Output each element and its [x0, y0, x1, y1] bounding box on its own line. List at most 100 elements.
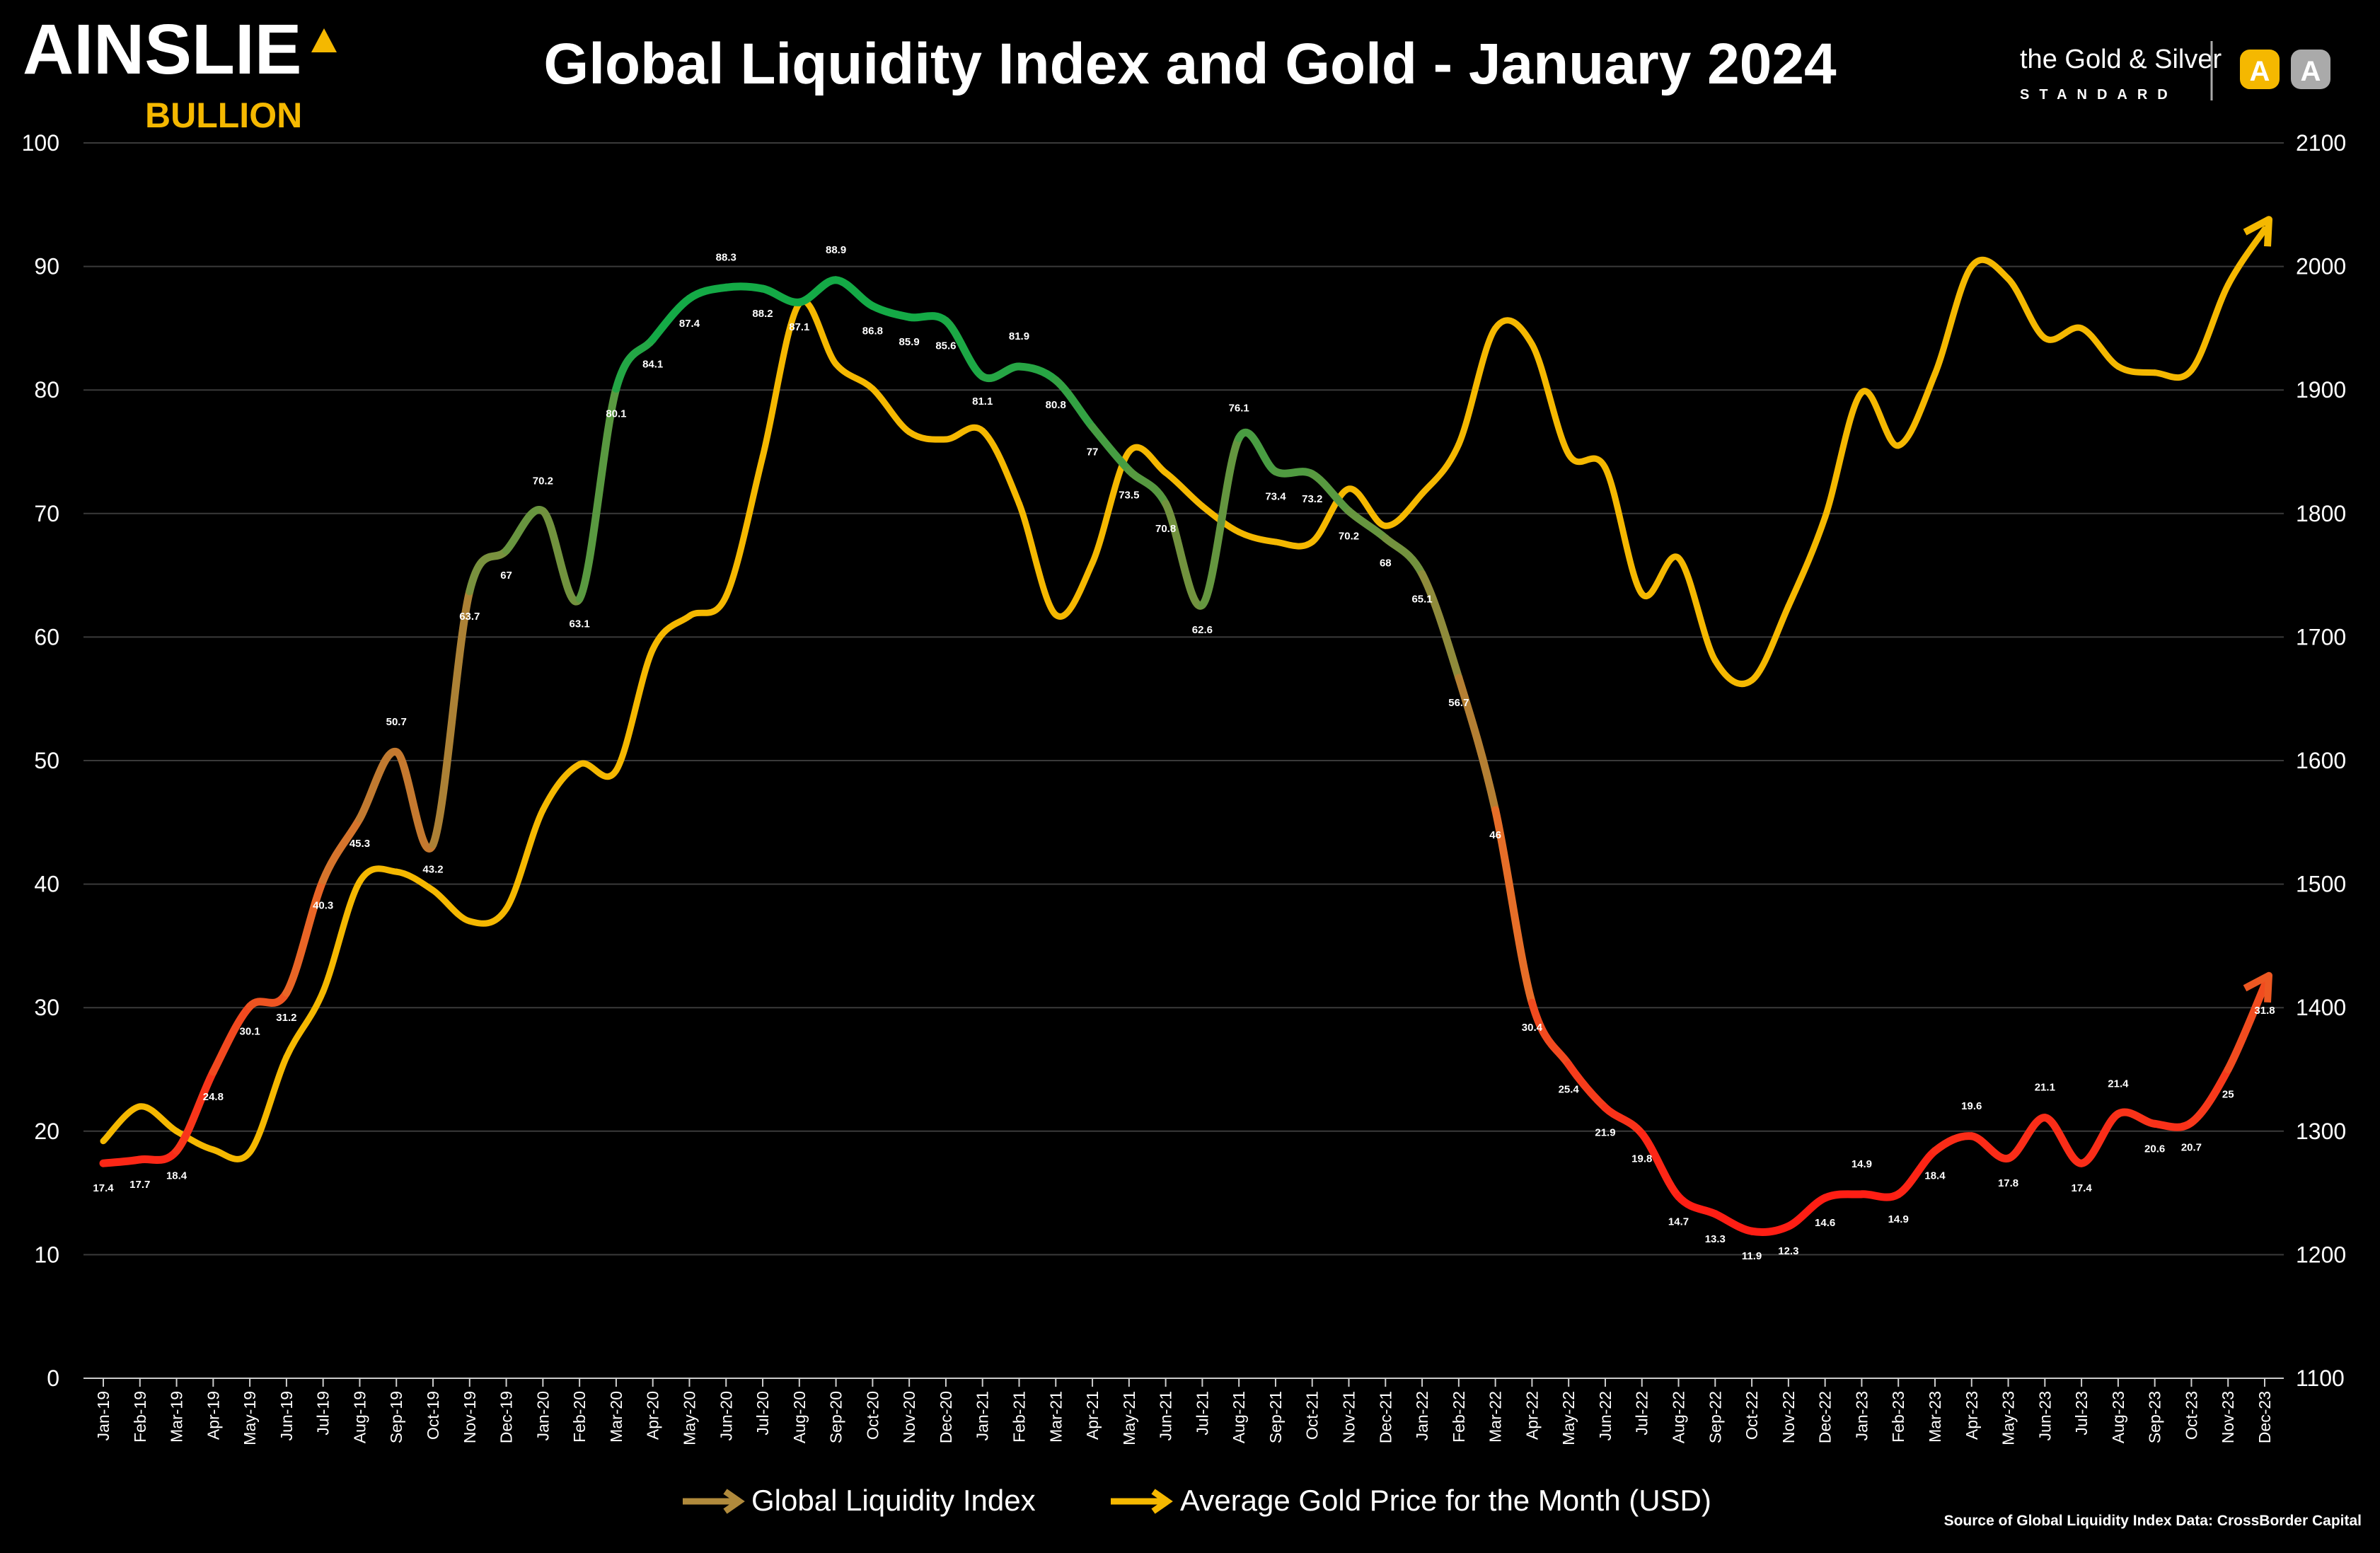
gold-price-line-segment — [1822, 389, 1865, 521]
gold-price-line-segment — [576, 760, 620, 780]
x-tick-label: Aug-19 — [350, 1391, 369, 1443]
y-left-tick-label: 30 — [34, 995, 59, 1020]
x-tick-label: Mar-22 — [1486, 1391, 1505, 1443]
x-tick-label: Apr-21 — [1083, 1391, 1102, 1440]
x-tick-label: Nov-23 — [2219, 1391, 2237, 1443]
gli-data-label: 88.9 — [826, 244, 846, 256]
gli-data-label: 81.9 — [1009, 330, 1029, 342]
gli-line-segment — [795, 276, 840, 306]
gli-data-label: 21.9 — [1595, 1127, 1615, 1139]
partner-line1: the Gold & Silver — [2020, 45, 2222, 74]
gli-data-label: 30.1 — [240, 1025, 260, 1037]
gold-price-line-segment — [1089, 449, 1133, 567]
y-right-tick-label: 1200 — [2296, 1242, 2346, 1267]
gold-price-line-segment — [246, 1053, 290, 1155]
ainslie-logo: AINSLIE BULLION — [23, 10, 337, 135]
gli-line-segment — [942, 316, 987, 381]
legend: Global Liquidity Index Average Gold Pric… — [683, 1484, 1711, 1517]
gli-line-segment — [1235, 428, 1280, 475]
gli-line-segment — [245, 988, 291, 1010]
x-tick-label: Dec-23 — [2255, 1391, 2274, 1443]
x-tick-label: Jun-20 — [717, 1391, 735, 1441]
gold-price-line-segment — [759, 300, 803, 460]
y-right-tick-label: 2100 — [2296, 130, 2346, 156]
x-tick-label: Mar-23 — [1926, 1391, 1944, 1443]
gli-data-label: 45.3 — [350, 838, 370, 850]
gli-data-label: 68 — [1380, 558, 1392, 570]
gli-data-label: 73.2 — [1302, 493, 1322, 505]
gli-line-segment — [1931, 1132, 1976, 1155]
x-tick-label: Dec-21 — [1376, 1391, 1394, 1443]
gli-data-label: 86.8 — [862, 325, 883, 337]
x-tick-label: Apr-19 — [204, 1391, 222, 1440]
gli-data-label: 25 — [2222, 1089, 2234, 1101]
gold-au-icon — [2240, 50, 2280, 89]
gold-price-line-segment — [1931, 263, 1975, 378]
gli-line-segment — [2040, 1114, 2086, 1167]
x-tick-label: Jun-23 — [2035, 1391, 2054, 1441]
gli-data-label: 62.6 — [1192, 624, 1213, 636]
gli-line-segment — [1638, 1129, 1683, 1201]
gli-data-label: 21.4 — [2108, 1078, 2129, 1090]
x-tick-label: Jun-21 — [1157, 1391, 1175, 1441]
gli-line-segment — [1821, 1190, 1866, 1202]
gli-line-segment — [1857, 1190, 1902, 1201]
gli-data-label: 77 — [1087, 446, 1099, 458]
gold-price-line-segment — [2115, 363, 2159, 376]
gold-price-line-segment — [979, 427, 1022, 507]
y-left-tick-label: 80 — [34, 377, 59, 403]
gli-data-label: 31.8 — [2254, 1005, 2275, 1017]
gold-price-line-segment — [1419, 441, 1462, 497]
y-left-tick-label: 60 — [34, 624, 59, 650]
legend-gli: Global Liquidity Index — [751, 1484, 1036, 1517]
y-left-tick-label: 40 — [34, 872, 59, 897]
x-tick-label: Oct-23 — [2182, 1391, 2200, 1440]
gli-line-segment — [1564, 1061, 1610, 1112]
x-tick-label: Jan-22 — [1413, 1391, 1431, 1441]
gli-line-segment — [905, 312, 950, 325]
x-tick-label: Feb-23 — [1889, 1391, 1907, 1443]
gli-data-label: 76.1 — [1229, 402, 1249, 414]
gold-price-line-segment — [1785, 514, 1829, 610]
y-right-tick-label: 1500 — [2296, 872, 2346, 897]
gli-data-label: 17.8 — [1998, 1177, 2018, 1189]
gli-line-segment — [1271, 467, 1317, 478]
y-left-tick-label: 20 — [34, 1119, 59, 1144]
gli-line-segment — [2224, 981, 2269, 1073]
gli-data-label: 70.2 — [533, 475, 553, 487]
gold-price-line-segment — [1492, 317, 1535, 348]
gli-line-segment — [1491, 806, 1536, 1007]
gli-line-segment — [868, 301, 913, 321]
x-tick-label: Dec-20 — [937, 1391, 955, 1443]
y-left-tick-label: 50 — [34, 748, 59, 773]
gli-data-label: 87.1 — [789, 321, 809, 333]
gli-line-segment — [685, 283, 730, 303]
gli-line-segment — [173, 1068, 217, 1155]
gli-line-segment — [1381, 534, 1426, 578]
gold-arrow-head-icon — [2243, 216, 2272, 247]
x-tick-label: May-23 — [1999, 1391, 2018, 1445]
gli-line-segment — [2114, 1108, 2159, 1128]
gli-data-label: 14.9 — [1852, 1158, 1872, 1170]
gli-line-segment — [1968, 1132, 2013, 1162]
silver-ag-icon — [2291, 50, 2330, 89]
gold-price-line-segment — [1675, 555, 1718, 664]
x-tick-label: Jan-21 — [974, 1391, 992, 1441]
gli-line-segment — [136, 1147, 181, 1164]
x-tick-label: Jul-23 — [2072, 1391, 2091, 1436]
gold-price-line-segment — [1895, 371, 1939, 449]
gli-data-label: 88.2 — [752, 308, 773, 320]
gold-price-line-segment — [1052, 560, 1096, 620]
x-tick-label: Nov-20 — [900, 1391, 918, 1443]
x-tick-label: Jul-21 — [1193, 1391, 1211, 1436]
brand-main: AINSLIE — [23, 10, 301, 89]
brand-sub: BULLION — [145, 96, 302, 135]
gold-price-line-segment — [429, 887, 473, 925]
gold-price-line-segment — [1711, 657, 1755, 687]
x-tick-label: Oct-22 — [1743, 1391, 1761, 1440]
gli-line-segment — [2187, 1066, 2232, 1127]
gli-line-segment — [99, 1155, 144, 1167]
gli-data-label: 63.1 — [570, 618, 590, 630]
x-tick-label: Aug-20 — [790, 1391, 809, 1443]
x-tick-label: Feb-20 — [570, 1391, 589, 1443]
